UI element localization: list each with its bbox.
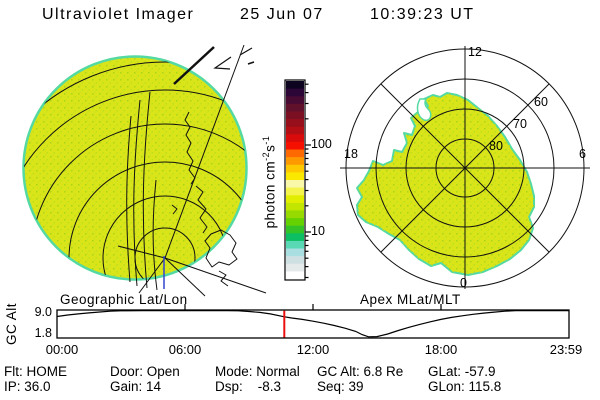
colorbar-band: [286, 248, 304, 257]
colorbar-band: [286, 240, 304, 249]
strip-xtick-0000: 00:00: [45, 342, 79, 357]
strip-chart-ticks: [184, 304, 442, 310]
disk-caption: Geographic Lat/Lon: [60, 292, 188, 307]
colorbar-band: [286, 126, 304, 135]
colorbar-band: [286, 271, 304, 280]
status-seq: Seq: 39: [317, 379, 364, 394]
colorbar-band: [286, 134, 304, 143]
app-title: Ultraviolet Imager: [42, 6, 195, 23]
colorbar-band: [286, 119, 304, 128]
status-ip: IP: 36.0: [4, 379, 51, 394]
colorbar-band: [286, 187, 304, 196]
colorbar-band: [286, 157, 304, 166]
colorbar-band: [286, 88, 304, 97]
strip-xtick-1800: 18:00: [424, 342, 458, 357]
colorbar-band: [286, 263, 304, 272]
strip-ytick-9: 9.0: [34, 305, 52, 319]
colorbar-band: [286, 225, 304, 234]
unit-mid: s: [262, 144, 278, 152]
colorbar-band: [286, 195, 304, 204]
coastline-overlay: [171, 111, 238, 287]
polar-image-void: [416, 98, 432, 122]
colorbar-band: [286, 233, 304, 242]
mlt-label-18: 18: [344, 147, 358, 161]
limb-artifact-strokes: [173, 46, 255, 85]
colorbar-band: [286, 81, 304, 90]
mlat-ring-label-60: 60: [534, 95, 548, 109]
apex-polar-image: [340, 46, 590, 289]
gc-alt-strip-chart: [56, 304, 570, 339]
colorbar-band: [286, 180, 304, 189]
strip-xtick-2359: 23:59: [549, 342, 583, 357]
colorbar-band: [286, 111, 304, 120]
status-door: Door: Open: [110, 364, 180, 379]
status-gc-alt: GC Alt: 6.8 Re: [317, 364, 404, 379]
strip-ylabel: GC Alt: [3, 302, 19, 346]
geographic-disk-image: [22, 44, 267, 297]
polar-caption: Apex MLat/MLT: [360, 292, 461, 307]
time-readout: 10:39:23 UT: [370, 6, 475, 23]
status-glon: GLon: 115.8: [428, 379, 502, 394]
mlt-label-6: 6: [579, 147, 586, 161]
mlat-ring-label-70: 70: [513, 117, 527, 131]
status-glat: GLat: -57.9: [428, 364, 496, 379]
colorbar-band: [286, 141, 304, 150]
date-readout: 25 Jun 07: [240, 6, 324, 23]
status-gain: Gain: 14: [110, 379, 162, 394]
colorbar-tick-10: 10: [311, 224, 325, 238]
strip-chart-frame: [56, 309, 570, 339]
colorbar-band: [286, 164, 304, 173]
colorbar-band: [286, 218, 304, 227]
strip-ytick-1.8: 1.8: [34, 326, 52, 340]
colorbar-unit-label: photon cm-2s-1: [261, 135, 278, 229]
mlat-mlt-grid: [340, 46, 590, 289]
mlt-label-0: 0: [460, 276, 467, 290]
gc-alt-curve: [56, 310, 569, 338]
colorbar-tick-100: 100: [311, 137, 332, 151]
mlat-ring-label-80: 80: [489, 139, 503, 153]
colorbar-band: [286, 172, 304, 181]
status-flt: Flt: HOME: [4, 364, 67, 379]
meridian-grid-lines: [117, 44, 267, 297]
colorbar-band: [286, 202, 304, 211]
colorbar-band: [286, 103, 304, 112]
colorbar-band: [286, 149, 304, 158]
status-mode: Mode: Normal: [215, 364, 300, 379]
unit-base: photon cm: [262, 160, 278, 229]
status-dsp: Dsp: -8.3: [215, 379, 282, 394]
colorbar-bands: [286, 81, 304, 280]
colorbar: [284, 79, 311, 281]
colorbar-band: [286, 256, 304, 265]
unit-exponent-1: -2: [261, 151, 272, 161]
strip-xtick-0600: 06:00: [168, 342, 202, 357]
colorbar-band: [286, 96, 304, 105]
colorbar-tick-marks: [305, 83, 311, 279]
blob-speckle-texture: [357, 93, 534, 275]
unit-exponent-2: -1: [261, 135, 272, 145]
strip-xtick-1200: 12:00: [296, 342, 330, 357]
mlt-label-12: 12: [468, 45, 482, 59]
colorbar-band: [286, 210, 304, 219]
